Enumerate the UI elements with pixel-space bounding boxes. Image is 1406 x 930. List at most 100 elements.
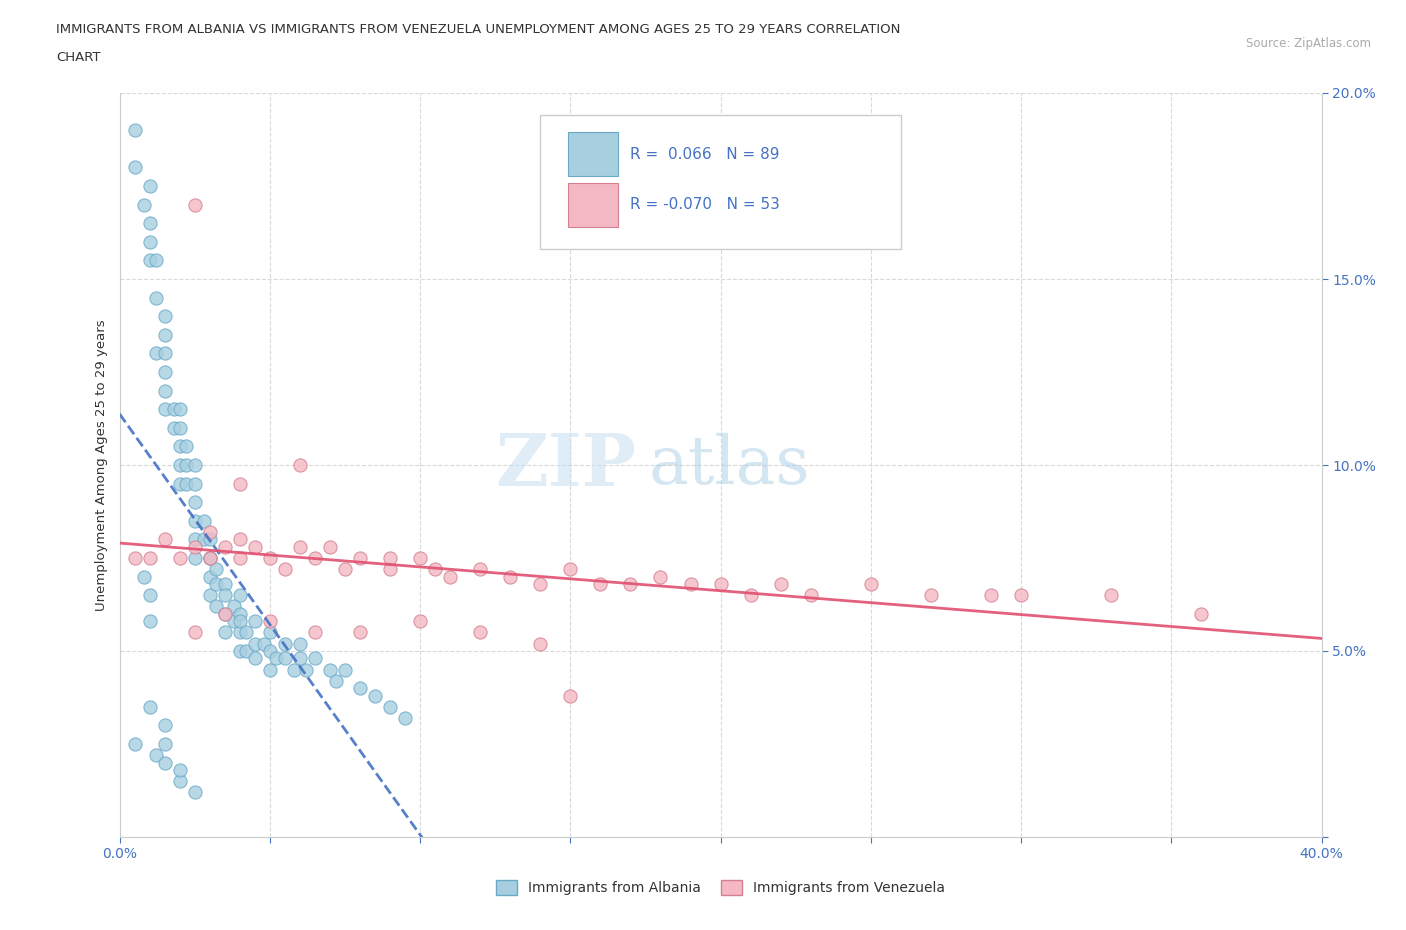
- Point: [920, 588, 942, 603]
- Point: [138, 216, 160, 231]
- Point: [132, 197, 155, 212]
- Legend: Immigrants from Albania, Immigrants from Venezuela: Immigrants from Albania, Immigrants from…: [491, 875, 950, 901]
- Point: [162, 420, 184, 435]
- Point: [304, 625, 326, 640]
- Point: [529, 636, 551, 651]
- Point: [228, 625, 252, 640]
- Point: [183, 625, 205, 640]
- Point: [228, 551, 252, 565]
- Point: [349, 551, 371, 565]
- Point: [153, 365, 176, 379]
- Point: [288, 636, 311, 651]
- Point: [174, 476, 197, 491]
- FancyBboxPatch shape: [568, 132, 619, 177]
- Point: [259, 644, 281, 658]
- Point: [169, 420, 191, 435]
- Text: CHART: CHART: [56, 51, 101, 64]
- Point: [183, 495, 205, 510]
- Text: ZIP: ZIP: [495, 430, 637, 500]
- Point: [153, 402, 176, 417]
- Point: [138, 614, 160, 629]
- Point: [468, 562, 492, 577]
- Point: [295, 662, 318, 677]
- Point: [980, 588, 1002, 603]
- Point: [259, 625, 281, 640]
- Point: [235, 644, 257, 658]
- Point: [468, 625, 492, 640]
- Point: [214, 606, 236, 621]
- Point: [198, 532, 221, 547]
- Point: [169, 439, 191, 454]
- Point: [560, 688, 582, 703]
- Point: [243, 636, 266, 651]
- Point: [1099, 588, 1122, 603]
- Point: [529, 577, 551, 591]
- Point: [243, 539, 266, 554]
- Point: [183, 532, 205, 547]
- Point: [153, 309, 176, 324]
- Point: [439, 569, 461, 584]
- Point: [124, 737, 146, 751]
- Point: [169, 476, 191, 491]
- Point: [264, 651, 287, 666]
- Point: [153, 327, 176, 342]
- Point: [288, 458, 311, 472]
- Point: [235, 625, 257, 640]
- Y-axis label: Unemployment Among Ages 25 to 29 years: Unemployment Among Ages 25 to 29 years: [96, 319, 108, 611]
- Point: [138, 179, 160, 193]
- Point: [288, 651, 311, 666]
- Point: [259, 614, 281, 629]
- Point: [560, 562, 582, 577]
- Point: [132, 569, 155, 584]
- Point: [138, 699, 160, 714]
- Point: [174, 458, 197, 472]
- Point: [169, 774, 191, 789]
- Point: [198, 569, 221, 584]
- Point: [228, 476, 252, 491]
- Point: [589, 577, 612, 591]
- Point: [198, 525, 221, 539]
- Point: [193, 532, 215, 547]
- Point: [319, 662, 342, 677]
- Point: [222, 614, 245, 629]
- Point: [204, 562, 226, 577]
- Point: [325, 673, 347, 688]
- Point: [228, 588, 252, 603]
- Point: [183, 785, 205, 800]
- Point: [138, 234, 160, 249]
- Point: [183, 539, 205, 554]
- Text: R =  0.066   N = 89: R = 0.066 N = 89: [630, 147, 780, 162]
- Point: [138, 588, 160, 603]
- Point: [124, 123, 146, 138]
- Point: [288, 539, 311, 554]
- Point: [274, 562, 297, 577]
- Point: [169, 551, 191, 565]
- Point: [259, 662, 281, 677]
- Point: [378, 562, 401, 577]
- Point: [304, 551, 326, 565]
- Point: [193, 513, 215, 528]
- Point: [274, 636, 297, 651]
- Point: [679, 577, 702, 591]
- Point: [198, 551, 221, 565]
- Text: atlas: atlas: [648, 432, 810, 498]
- Point: [740, 588, 762, 603]
- Text: Source: ZipAtlas.com: Source: ZipAtlas.com: [1246, 37, 1371, 50]
- Point: [145, 748, 167, 763]
- Point: [214, 539, 236, 554]
- Point: [169, 763, 191, 777]
- Point: [243, 614, 266, 629]
- Point: [153, 346, 176, 361]
- Point: [204, 599, 226, 614]
- Point: [153, 532, 176, 547]
- Point: [214, 577, 236, 591]
- Point: [183, 458, 205, 472]
- Point: [214, 606, 236, 621]
- Point: [228, 644, 252, 658]
- Point: [283, 662, 305, 677]
- Point: [198, 551, 221, 565]
- Point: [364, 688, 387, 703]
- Point: [349, 681, 371, 696]
- Point: [394, 711, 416, 725]
- Point: [174, 439, 197, 454]
